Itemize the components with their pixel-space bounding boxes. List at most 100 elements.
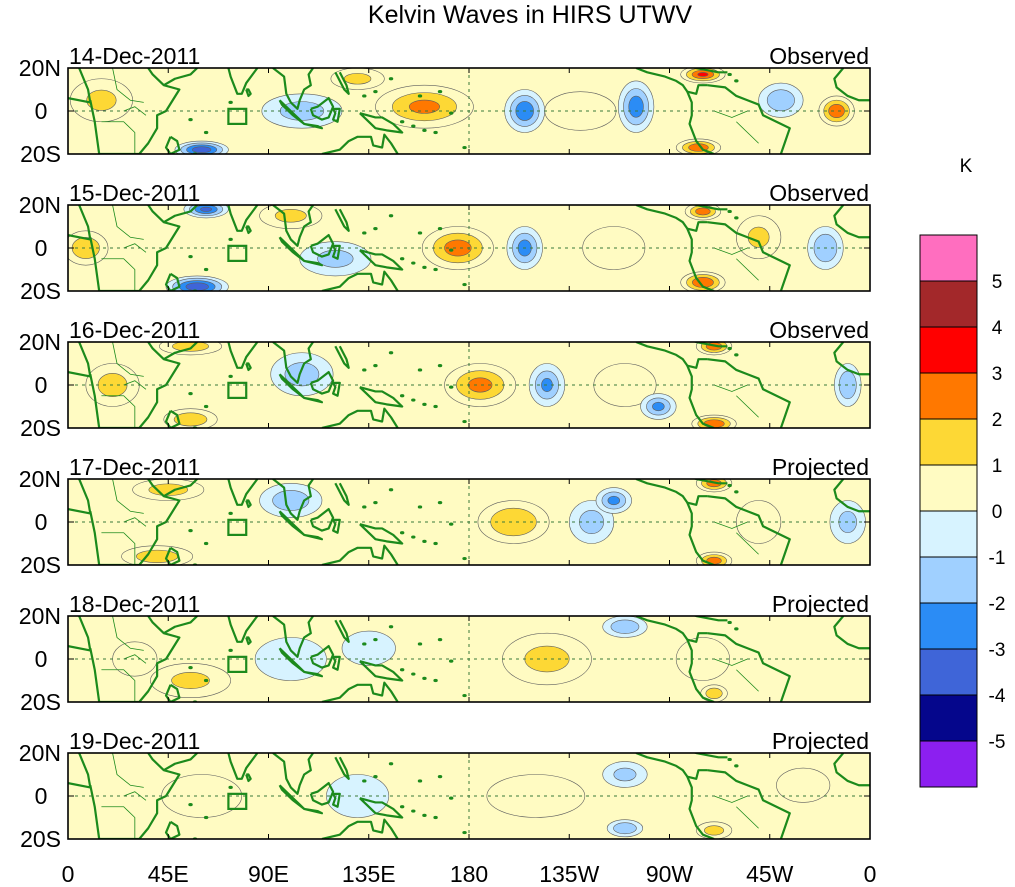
anomaly-blob [758, 82, 804, 118]
island [228, 237, 233, 241]
y-tick-label: 0 [35, 235, 48, 261]
anomaly-blob [602, 616, 648, 638]
island [399, 120, 405, 124]
coastline [309, 96, 335, 121]
coastlines [68, 479, 870, 565]
coastline [321, 681, 399, 702]
contour-level [341, 630, 396, 666]
coastline [833, 342, 870, 376]
coastline [332, 792, 341, 808]
anomaly-blob [259, 482, 323, 518]
contour-level [610, 619, 640, 634]
coastline [163, 68, 198, 87]
island [228, 511, 233, 515]
x-tick-label: 180 [450, 861, 488, 887]
coastline [686, 91, 715, 154]
colorbar-level-label: 3 [992, 364, 1003, 385]
coastline [321, 544, 399, 565]
colorbar-swatch [919, 326, 978, 374]
coastline [334, 756, 350, 780]
island [411, 124, 416, 128]
island [411, 672, 416, 676]
island [422, 539, 427, 543]
island [228, 100, 233, 104]
coastline [89, 342, 181, 428]
contour-level [86, 89, 117, 111]
coastline [164, 272, 181, 291]
coastline [707, 84, 791, 154]
island [411, 535, 416, 539]
coastline [686, 776, 715, 839]
anomaly-blob [695, 551, 733, 565]
panel-status: Projected [772, 591, 869, 617]
island [373, 775, 378, 779]
colorbar-swatch [919, 464, 978, 512]
colorbar-swatch [919, 372, 978, 420]
contour-level [613, 767, 637, 782]
y-tick-label: 20N [19, 740, 61, 766]
colorbar-swatch [919, 418, 978, 466]
panel: 20N 0 20S 18-Dec-2011 Projected [19, 591, 871, 715]
coastline [303, 396, 324, 404]
coastline [163, 342, 198, 361]
colorbar: 5 4 3 2 1 0 -1 -2 -3 -4 -5 [919, 234, 1006, 788]
country-border [101, 258, 136, 291]
coastline [227, 616, 259, 643]
island [448, 248, 454, 252]
coastline [68, 616, 92, 652]
island [411, 809, 416, 813]
country-border [713, 658, 748, 666]
region-box [227, 792, 248, 810]
coastline [245, 636, 252, 646]
country-border [736, 121, 759, 144]
island [373, 90, 378, 94]
x-tick-label: 135E [342, 861, 396, 887]
island [462, 556, 467, 561]
country-border [101, 806, 136, 839]
coastline [309, 644, 335, 669]
island [433, 267, 438, 272]
country-border [101, 669, 136, 702]
coastline [635, 479, 708, 506]
country-border [101, 395, 136, 428]
country-border [123, 380, 147, 390]
contour-level [697, 72, 709, 77]
coastline [686, 639, 715, 702]
island [462, 830, 467, 835]
y-tick-label: 20S [20, 826, 61, 852]
island [188, 118, 193, 122]
coastline [164, 409, 181, 428]
coastline [692, 68, 728, 74]
coastline [334, 482, 350, 506]
anomaly-blob [640, 393, 677, 420]
panel-date: 19-Dec-2011 [69, 728, 200, 754]
country-border [101, 532, 136, 565]
panel: 20N 0 20S 14-Dec-2011 Observed [19, 43, 871, 167]
anomaly-blob [680, 271, 726, 291]
coastline [833, 616, 870, 650]
island [422, 265, 427, 269]
country-border [736, 669, 759, 692]
island [399, 805, 405, 809]
anomaly-blob [736, 500, 782, 544]
coastline [686, 228, 715, 291]
coastline [334, 208, 350, 232]
anomaly-blob [776, 767, 831, 803]
panel-date: 16-Dec-2011 [69, 317, 200, 343]
coastline [227, 68, 259, 95]
island [433, 815, 438, 820]
contour-level [703, 419, 725, 428]
anomaly-blob [174, 140, 229, 154]
coastline [227, 205, 259, 232]
coastline [321, 407, 399, 428]
anomaly-blob [736, 215, 782, 260]
contour-level [343, 73, 372, 85]
coastline [303, 807, 324, 815]
anomaly-field [161, 761, 831, 839]
contour-level [486, 774, 586, 818]
anomaly-blob [486, 774, 586, 818]
coastline [272, 753, 314, 795]
region-box [227, 655, 248, 673]
country-border [112, 479, 144, 514]
island [462, 419, 467, 424]
